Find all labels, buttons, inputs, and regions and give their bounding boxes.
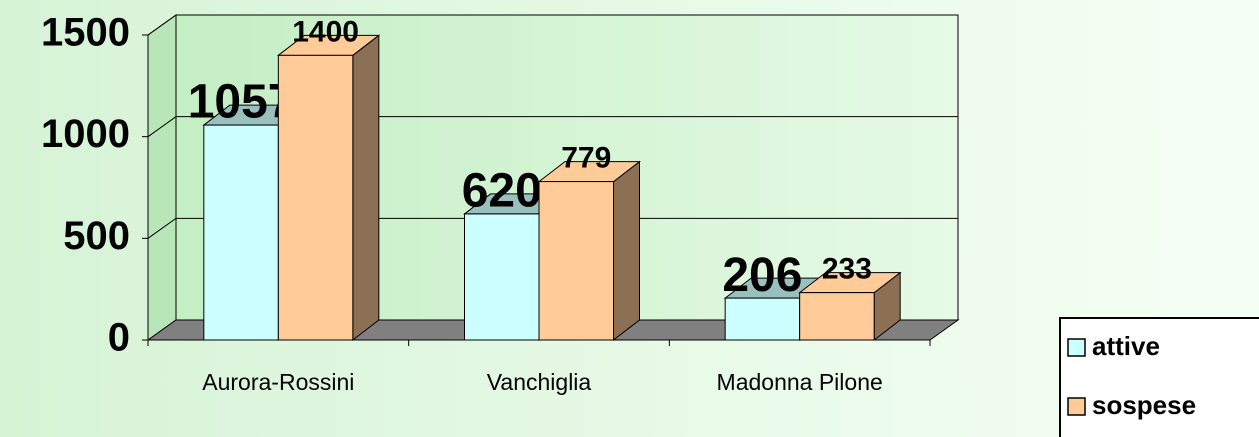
y-tick-label: 0 (108, 316, 130, 360)
grid-line (147, 217, 958, 239)
bar (799, 292, 875, 341)
grid-line (147, 14, 958, 36)
bar (464, 213, 540, 341)
side-wall (147, 14, 177, 341)
data-label: 620 (462, 165, 542, 218)
x-tick-label: Madonna Pilone (717, 369, 883, 395)
legend-swatch (1067, 397, 1086, 416)
legend-swatch (1067, 338, 1086, 357)
legend-label: sospese (1092, 390, 1196, 420)
data-label: 1057 (188, 76, 295, 129)
bar (203, 124, 279, 341)
data-label: 1400 (292, 15, 359, 48)
bar (538, 181, 614, 341)
y-tick-label: 1000 (41, 112, 130, 156)
x-tick-label: Vanchiglia (487, 369, 592, 395)
x-tick-label: Aurora-Rossini (202, 369, 354, 395)
bar (724, 297, 801, 341)
data-label: 233 (822, 253, 872, 286)
grid-line (147, 116, 958, 138)
bar-side (352, 34, 380, 342)
legend (1059, 317, 1259, 437)
bar (277, 54, 354, 341)
y-tick-label: 500 (63, 214, 130, 258)
y-tick-label: 1500 (41, 11, 130, 55)
data-label: 779 (561, 142, 611, 175)
bar-side (613, 160, 640, 342)
data-label: 206 (722, 249, 802, 302)
legend-label: attive (1092, 331, 1160, 361)
